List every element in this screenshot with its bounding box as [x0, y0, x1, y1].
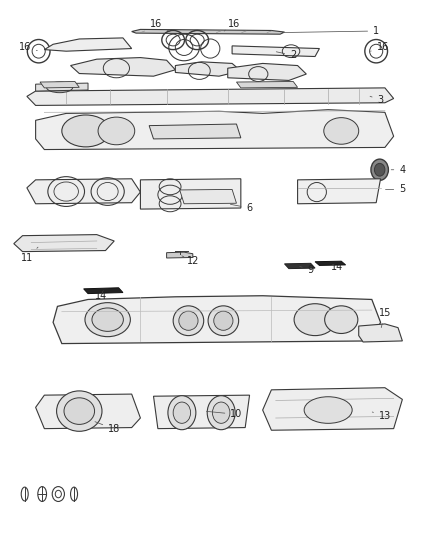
Ellipse shape — [168, 395, 196, 430]
Polygon shape — [228, 63, 306, 80]
Text: 18: 18 — [95, 422, 120, 434]
Text: 10: 10 — [206, 409, 243, 419]
Polygon shape — [263, 387, 403, 430]
Polygon shape — [14, 235, 114, 252]
Ellipse shape — [57, 391, 102, 431]
Polygon shape — [27, 179, 141, 204]
Ellipse shape — [207, 395, 235, 430]
Polygon shape — [53, 296, 381, 344]
Ellipse shape — [179, 311, 198, 330]
Text: 12: 12 — [182, 256, 199, 266]
Polygon shape — [180, 189, 237, 204]
Polygon shape — [141, 179, 241, 209]
Ellipse shape — [173, 306, 204, 336]
Text: 1: 1 — [283, 26, 379, 36]
Polygon shape — [237, 82, 297, 88]
Polygon shape — [35, 83, 88, 91]
Ellipse shape — [62, 115, 110, 147]
Ellipse shape — [304, 397, 352, 423]
Text: 16: 16 — [224, 19, 240, 31]
Polygon shape — [175, 62, 241, 76]
Polygon shape — [35, 110, 394, 150]
Ellipse shape — [325, 306, 358, 334]
Text: 15: 15 — [379, 308, 391, 328]
Text: 2: 2 — [276, 51, 297, 60]
Polygon shape — [359, 324, 403, 342]
Polygon shape — [27, 88, 394, 106]
Ellipse shape — [92, 308, 124, 332]
Text: 5: 5 — [385, 184, 406, 195]
Text: 16: 16 — [18, 43, 37, 52]
Ellipse shape — [85, 303, 131, 337]
Ellipse shape — [324, 118, 359, 144]
Polygon shape — [232, 46, 319, 56]
Ellipse shape — [208, 306, 239, 336]
Text: 3: 3 — [370, 95, 384, 105]
Text: 16: 16 — [149, 19, 169, 31]
Text: 6: 6 — [230, 203, 253, 213]
Polygon shape — [285, 263, 315, 269]
Text: 9: 9 — [300, 265, 314, 274]
Text: 14: 14 — [95, 290, 107, 301]
Polygon shape — [153, 395, 250, 429]
Polygon shape — [149, 124, 241, 139]
Text: 11: 11 — [21, 247, 38, 263]
Polygon shape — [35, 394, 141, 429]
Ellipse shape — [64, 398, 95, 424]
Ellipse shape — [294, 304, 336, 336]
Ellipse shape — [371, 159, 389, 180]
Text: 4: 4 — [391, 165, 406, 175]
Polygon shape — [44, 38, 132, 51]
Text: 14: 14 — [331, 262, 343, 271]
Ellipse shape — [214, 311, 233, 330]
Ellipse shape — [212, 402, 230, 423]
Ellipse shape — [374, 164, 385, 176]
Polygon shape — [166, 252, 193, 258]
Ellipse shape — [173, 402, 191, 423]
Text: 13: 13 — [372, 411, 391, 422]
Polygon shape — [315, 261, 346, 265]
Polygon shape — [132, 29, 285, 34]
Polygon shape — [297, 179, 381, 204]
Polygon shape — [71, 58, 175, 76]
Polygon shape — [40, 82, 79, 88]
Ellipse shape — [98, 117, 135, 145]
Text: 16: 16 — [371, 43, 389, 52]
Polygon shape — [84, 288, 123, 294]
